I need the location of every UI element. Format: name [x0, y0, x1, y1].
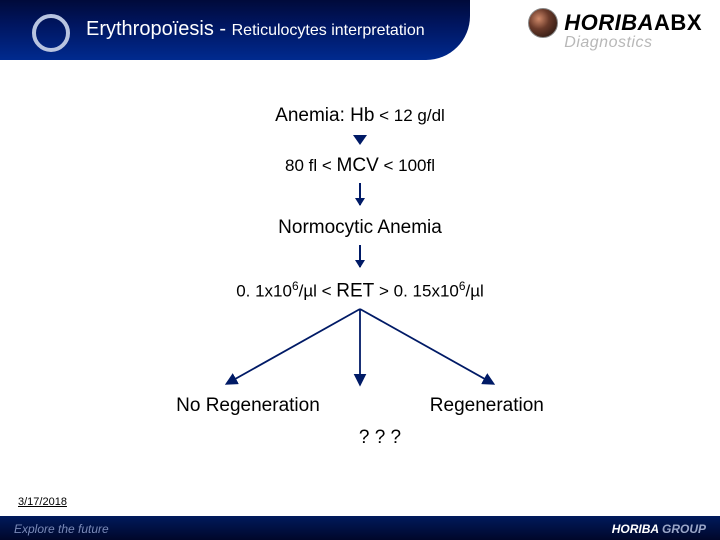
brand-logo: HORIBAABX Diagnostics [528, 8, 702, 52]
ret-right: > 0. 15x10 [374, 282, 459, 301]
branch-arrows [170, 307, 550, 391]
logo-subline: Diagnostics [564, 34, 702, 52]
arrow-down-icon [359, 245, 361, 267]
flowchart: Anemia: Hb < 12 g/dl 80 fl < MCV < 100fl… [0, 105, 720, 449]
outcome-row: No Regeneration Regeneration [0, 395, 720, 417]
ret-right-unit: /µl [465, 282, 483, 301]
footer-group-brand: HORIBA [612, 522, 659, 536]
node-ret: 0. 1x106/µl < RET > 0. 15x106/µl [0, 279, 720, 303]
header: Erythropoïesis - Reticulocytes interpret… [0, 0, 720, 74]
mcv-mid: MCV [337, 155, 379, 176]
footer-group-suffix: GROUP [662, 522, 706, 536]
arrow-down-icon [359, 183, 361, 205]
node-anemia-prefix: Anemia: Hb [275, 105, 374, 126]
footer: 3/17/2018 Explore the future HORIBA GROU… [0, 508, 720, 540]
logo-suffix: ABX [654, 10, 702, 35]
page-title: Erythropoïesis - Reticulocytes interpret… [86, 18, 425, 41]
node-anemia: Anemia: Hb < 12 g/dl [0, 105, 720, 127]
logo-brand: HORIBA [564, 10, 654, 35]
title-sub: Reticulocytes interpretation [232, 22, 425, 39]
node-no-regeneration: No Regeneration [176, 395, 320, 417]
logo-text: HORIBAABX [564, 10, 702, 36]
node-normocytic: Normocytic Anemia [0, 217, 720, 239]
globe-icon [528, 8, 558, 38]
node-anemia-tail: < 12 g/dl [374, 106, 444, 125]
ret-left-sup: 6 [292, 279, 299, 293]
footer-bar: Explore the future HORIBA GROUP [0, 516, 720, 540]
footer-group: HORIBA GROUP [612, 522, 706, 536]
node-question: ? ? ? [40, 427, 720, 449]
title-main: Erythropoïesis [86, 18, 214, 40]
arrow-triangle-icon [353, 135, 367, 145]
ret-left-unit: /µl < [299, 282, 337, 301]
mcv-left: 80 fl < [285, 156, 337, 175]
footer-date: 3/17/2018 [18, 496, 67, 508]
ret-mid: RET [336, 281, 374, 302]
mcv-right: < 100fl [379, 156, 435, 175]
header-circle-icon [32, 14, 70, 52]
title-sep: - [214, 18, 232, 40]
node-mcv: 80 fl < MCV < 100fl [0, 155, 720, 177]
ret-left: 0. 1x10 [236, 282, 292, 301]
node-regeneration: Regeneration [430, 395, 544, 417]
footer-tagline: Explore the future [14, 522, 109, 536]
